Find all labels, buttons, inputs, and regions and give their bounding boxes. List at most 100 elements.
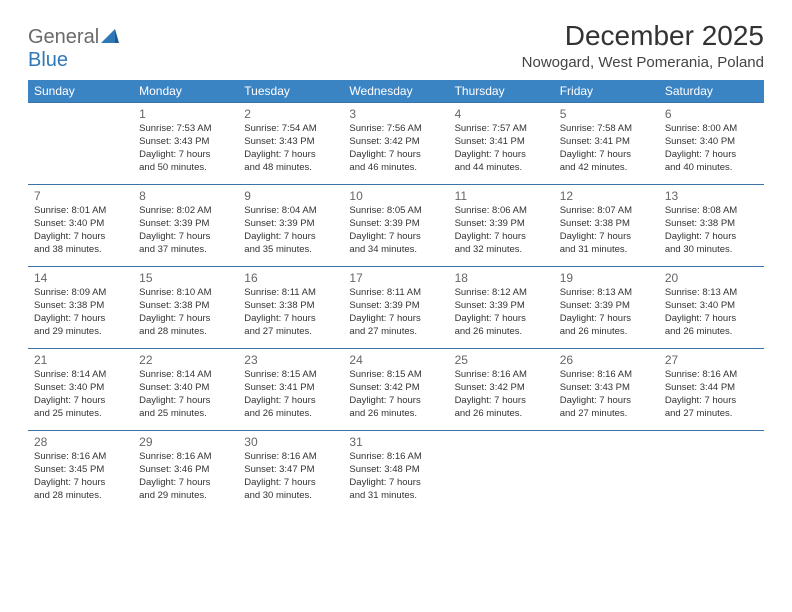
day-details: Sunrise: 8:00 AMSunset: 3:40 PMDaylight:… bbox=[665, 123, 758, 174]
day-number: 16 bbox=[244, 270, 337, 286]
day-number: 4 bbox=[455, 106, 548, 122]
day-number: 30 bbox=[244, 434, 337, 450]
day-details: Sunrise: 7:57 AMSunset: 3:41 PMDaylight:… bbox=[455, 123, 548, 174]
day-number: 27 bbox=[665, 352, 758, 368]
day-number: 18 bbox=[455, 270, 548, 286]
calendar-body: 1Sunrise: 7:53 AMSunset: 3:43 PMDaylight… bbox=[28, 103, 764, 513]
day-details: Sunrise: 8:13 AMSunset: 3:40 PMDaylight:… bbox=[665, 287, 758, 338]
day-cell bbox=[28, 103, 133, 185]
day-number: 19 bbox=[560, 270, 653, 286]
day-cell: 21Sunrise: 8:14 AMSunset: 3:40 PMDayligh… bbox=[28, 349, 133, 431]
day-details: Sunrise: 8:08 AMSunset: 3:38 PMDaylight:… bbox=[665, 205, 758, 256]
day-header: Thursday bbox=[449, 80, 554, 103]
day-details: Sunrise: 8:12 AMSunset: 3:39 PMDaylight:… bbox=[455, 287, 548, 338]
day-number: 7 bbox=[34, 188, 127, 204]
day-number: 25 bbox=[455, 352, 548, 368]
day-cell: 4Sunrise: 7:57 AMSunset: 3:41 PMDaylight… bbox=[449, 103, 554, 185]
day-cell: 12Sunrise: 8:07 AMSunset: 3:38 PMDayligh… bbox=[554, 185, 659, 267]
day-number: 15 bbox=[139, 270, 232, 286]
day-details: Sunrise: 8:14 AMSunset: 3:40 PMDaylight:… bbox=[139, 369, 232, 420]
day-details: Sunrise: 8:01 AMSunset: 3:40 PMDaylight:… bbox=[34, 205, 127, 256]
title-block: December 2025 Nowogard, West Pomerania, … bbox=[522, 20, 764, 71]
day-cell: 16Sunrise: 8:11 AMSunset: 3:38 PMDayligh… bbox=[238, 267, 343, 349]
day-details: Sunrise: 8:16 AMSunset: 3:46 PMDaylight:… bbox=[139, 451, 232, 502]
day-number: 13 bbox=[665, 188, 758, 204]
day-cell: 29Sunrise: 8:16 AMSunset: 3:46 PMDayligh… bbox=[133, 431, 238, 513]
day-cell: 9Sunrise: 8:04 AMSunset: 3:39 PMDaylight… bbox=[238, 185, 343, 267]
day-details: Sunrise: 8:16 AMSunset: 3:45 PMDaylight:… bbox=[34, 451, 127, 502]
day-cell: 27Sunrise: 8:16 AMSunset: 3:44 PMDayligh… bbox=[659, 349, 764, 431]
day-header: Friday bbox=[554, 80, 659, 103]
day-number: 14 bbox=[34, 270, 127, 286]
day-details: Sunrise: 8:09 AMSunset: 3:38 PMDaylight:… bbox=[34, 287, 127, 338]
week-row: 21 Sunrise: 8:14 AMSunset: 3:40 PMDayligh… bbox=[28, 349, 764, 431]
day-details: Sunrise: 8:06 AMSunset: 3:39 PMDaylight:… bbox=[455, 205, 548, 256]
day-number: 29 bbox=[139, 434, 232, 450]
day-cell: 30Sunrise: 8:16 AMSunset: 3:47 PMDayligh… bbox=[238, 431, 343, 513]
day-number: 31 bbox=[349, 434, 442, 450]
day-details: Sunrise: 8:11 AMSunset: 3:38 PMDaylight:… bbox=[244, 287, 337, 338]
day-cell: 19Sunrise: 8:13 AMSunset: 3:39 PMDayligh… bbox=[554, 267, 659, 349]
calendar-page: GeneralBlue December 2025 Nowogard, West… bbox=[0, 0, 792, 532]
day-details: Sunrise: 7:58 AMSunset: 3:41 PMDaylight:… bbox=[560, 123, 653, 174]
day-details: Sunrise: 7:53 AMSunset: 3:43 PMDaylight:… bbox=[139, 123, 232, 174]
day-details: Sunrise: 8:16 AMSunset: 3:47 PMDaylight:… bbox=[244, 451, 337, 502]
location-subtitle: Nowogard, West Pomerania, Poland bbox=[522, 54, 764, 71]
logo-general: General bbox=[28, 26, 99, 48]
day-cell: 17Sunrise: 8:11 AMSunset: 3:39 PMDayligh… bbox=[343, 267, 448, 349]
day-header: Tuesday bbox=[238, 80, 343, 103]
day-number: 26 bbox=[560, 352, 653, 368]
day-number: 2 bbox=[244, 106, 337, 122]
day-number: 3 bbox=[349, 106, 442, 122]
day-number: 22 bbox=[139, 352, 232, 368]
day-cell bbox=[659, 431, 764, 513]
day-number: 8 bbox=[139, 188, 232, 204]
week-row: 28Sunrise: 8:16 AMSunset: 3:45 PMDayligh… bbox=[28, 431, 764, 513]
day-cell bbox=[554, 431, 659, 513]
day-cell: 20Sunrise: 8:13 AMSunset: 3:40 PMDayligh… bbox=[659, 267, 764, 349]
day-cell bbox=[449, 431, 554, 513]
logo: GeneralBlue bbox=[28, 26, 123, 72]
day-number: 20 bbox=[665, 270, 758, 286]
day-details: Sunrise: 8:05 AMSunset: 3:39 PMDaylight:… bbox=[349, 205, 442, 256]
day-details: Sunrise: 8:15 AMSunset: 3:42 PMDaylight:… bbox=[349, 369, 442, 420]
day-number: 23 bbox=[244, 352, 337, 368]
day-cell: 7Sunrise: 8:01 AMSunset: 3:40 PMDaylight… bbox=[28, 185, 133, 267]
day-cell: 31Sunrise: 8:16 AMSunset: 3:48 PMDayligh… bbox=[343, 431, 448, 513]
day-cell: 18Sunrise: 8:12 AMSunset: 3:39 PMDayligh… bbox=[449, 267, 554, 349]
day-number: 12 bbox=[560, 188, 653, 204]
day-details: Sunrise: 7:54 AMSunset: 3:43 PMDaylight:… bbox=[244, 123, 337, 174]
day-number: 1 bbox=[139, 106, 232, 122]
day-cell: 26Sunrise: 8:16 AMSunset: 3:43 PMDayligh… bbox=[554, 349, 659, 431]
day-cell: 6Sunrise: 8:00 AMSunset: 3:40 PMDaylight… bbox=[659, 103, 764, 185]
day-cell: 23Sunrise: 8:15 AMSunset: 3:41 PMDayligh… bbox=[238, 349, 343, 431]
header: GeneralBlue December 2025 Nowogard, West… bbox=[28, 20, 764, 72]
day-header: Saturday bbox=[659, 80, 764, 103]
day-number: 21 bbox=[34, 352, 127, 368]
day-cell: 5Sunrise: 7:58 AMSunset: 3:41 PMDaylight… bbox=[554, 103, 659, 185]
page-title: December 2025 bbox=[522, 20, 764, 52]
day-cell: 10Sunrise: 8:05 AMSunset: 3:39 PMDayligh… bbox=[343, 185, 448, 267]
day-cell: 24Sunrise: 8:15 AMSunset: 3:42 PMDayligh… bbox=[343, 349, 448, 431]
day-details: Sunrise: 8:13 AMSunset: 3:39 PMDaylight:… bbox=[560, 287, 653, 338]
day-cell: 11Sunrise: 8:06 AMSunset: 3:39 PMDayligh… bbox=[449, 185, 554, 267]
week-row: 14Sunrise: 8:09 AMSunset: 3:38 PMDayligh… bbox=[28, 267, 764, 349]
day-details: Sunrise: 8:15 AMSunset: 3:41 PMDaylight:… bbox=[244, 369, 337, 420]
day-number: 28 bbox=[34, 434, 127, 450]
day-header: Sunday bbox=[28, 80, 133, 103]
week-row: 1Sunrise: 7:53 AMSunset: 3:43 PMDaylight… bbox=[28, 103, 764, 185]
day-header: Wednesday bbox=[343, 80, 448, 103]
day-cell: 3Sunrise: 7:56 AMSunset: 3:42 PMDaylight… bbox=[343, 103, 448, 185]
day-number: 11 bbox=[455, 188, 548, 204]
sail-icon bbox=[101, 26, 119, 48]
calendar-header-row: SundayMondayTuesdayWednesdayThursdayFrid… bbox=[28, 80, 764, 103]
day-cell: 13Sunrise: 8:08 AMSunset: 3:38 PMDayligh… bbox=[659, 185, 764, 267]
day-cell: 25Sunrise: 8:16 AMSunset: 3:42 PMDayligh… bbox=[449, 349, 554, 431]
logo-blue: Blue bbox=[28, 49, 68, 71]
day-details: Sunrise: 8:07 AMSunset: 3:38 PMDaylight:… bbox=[560, 205, 653, 256]
day-cell: 22Sunrise: 8:14 AMSunset: 3:40 PMDayligh… bbox=[133, 349, 238, 431]
day-details: Sunrise: 7:56 AMSunset: 3:42 PMDaylight:… bbox=[349, 123, 442, 174]
day-number: 10 bbox=[349, 188, 442, 204]
day-number: 24 bbox=[349, 352, 442, 368]
day-header: Monday bbox=[133, 80, 238, 103]
